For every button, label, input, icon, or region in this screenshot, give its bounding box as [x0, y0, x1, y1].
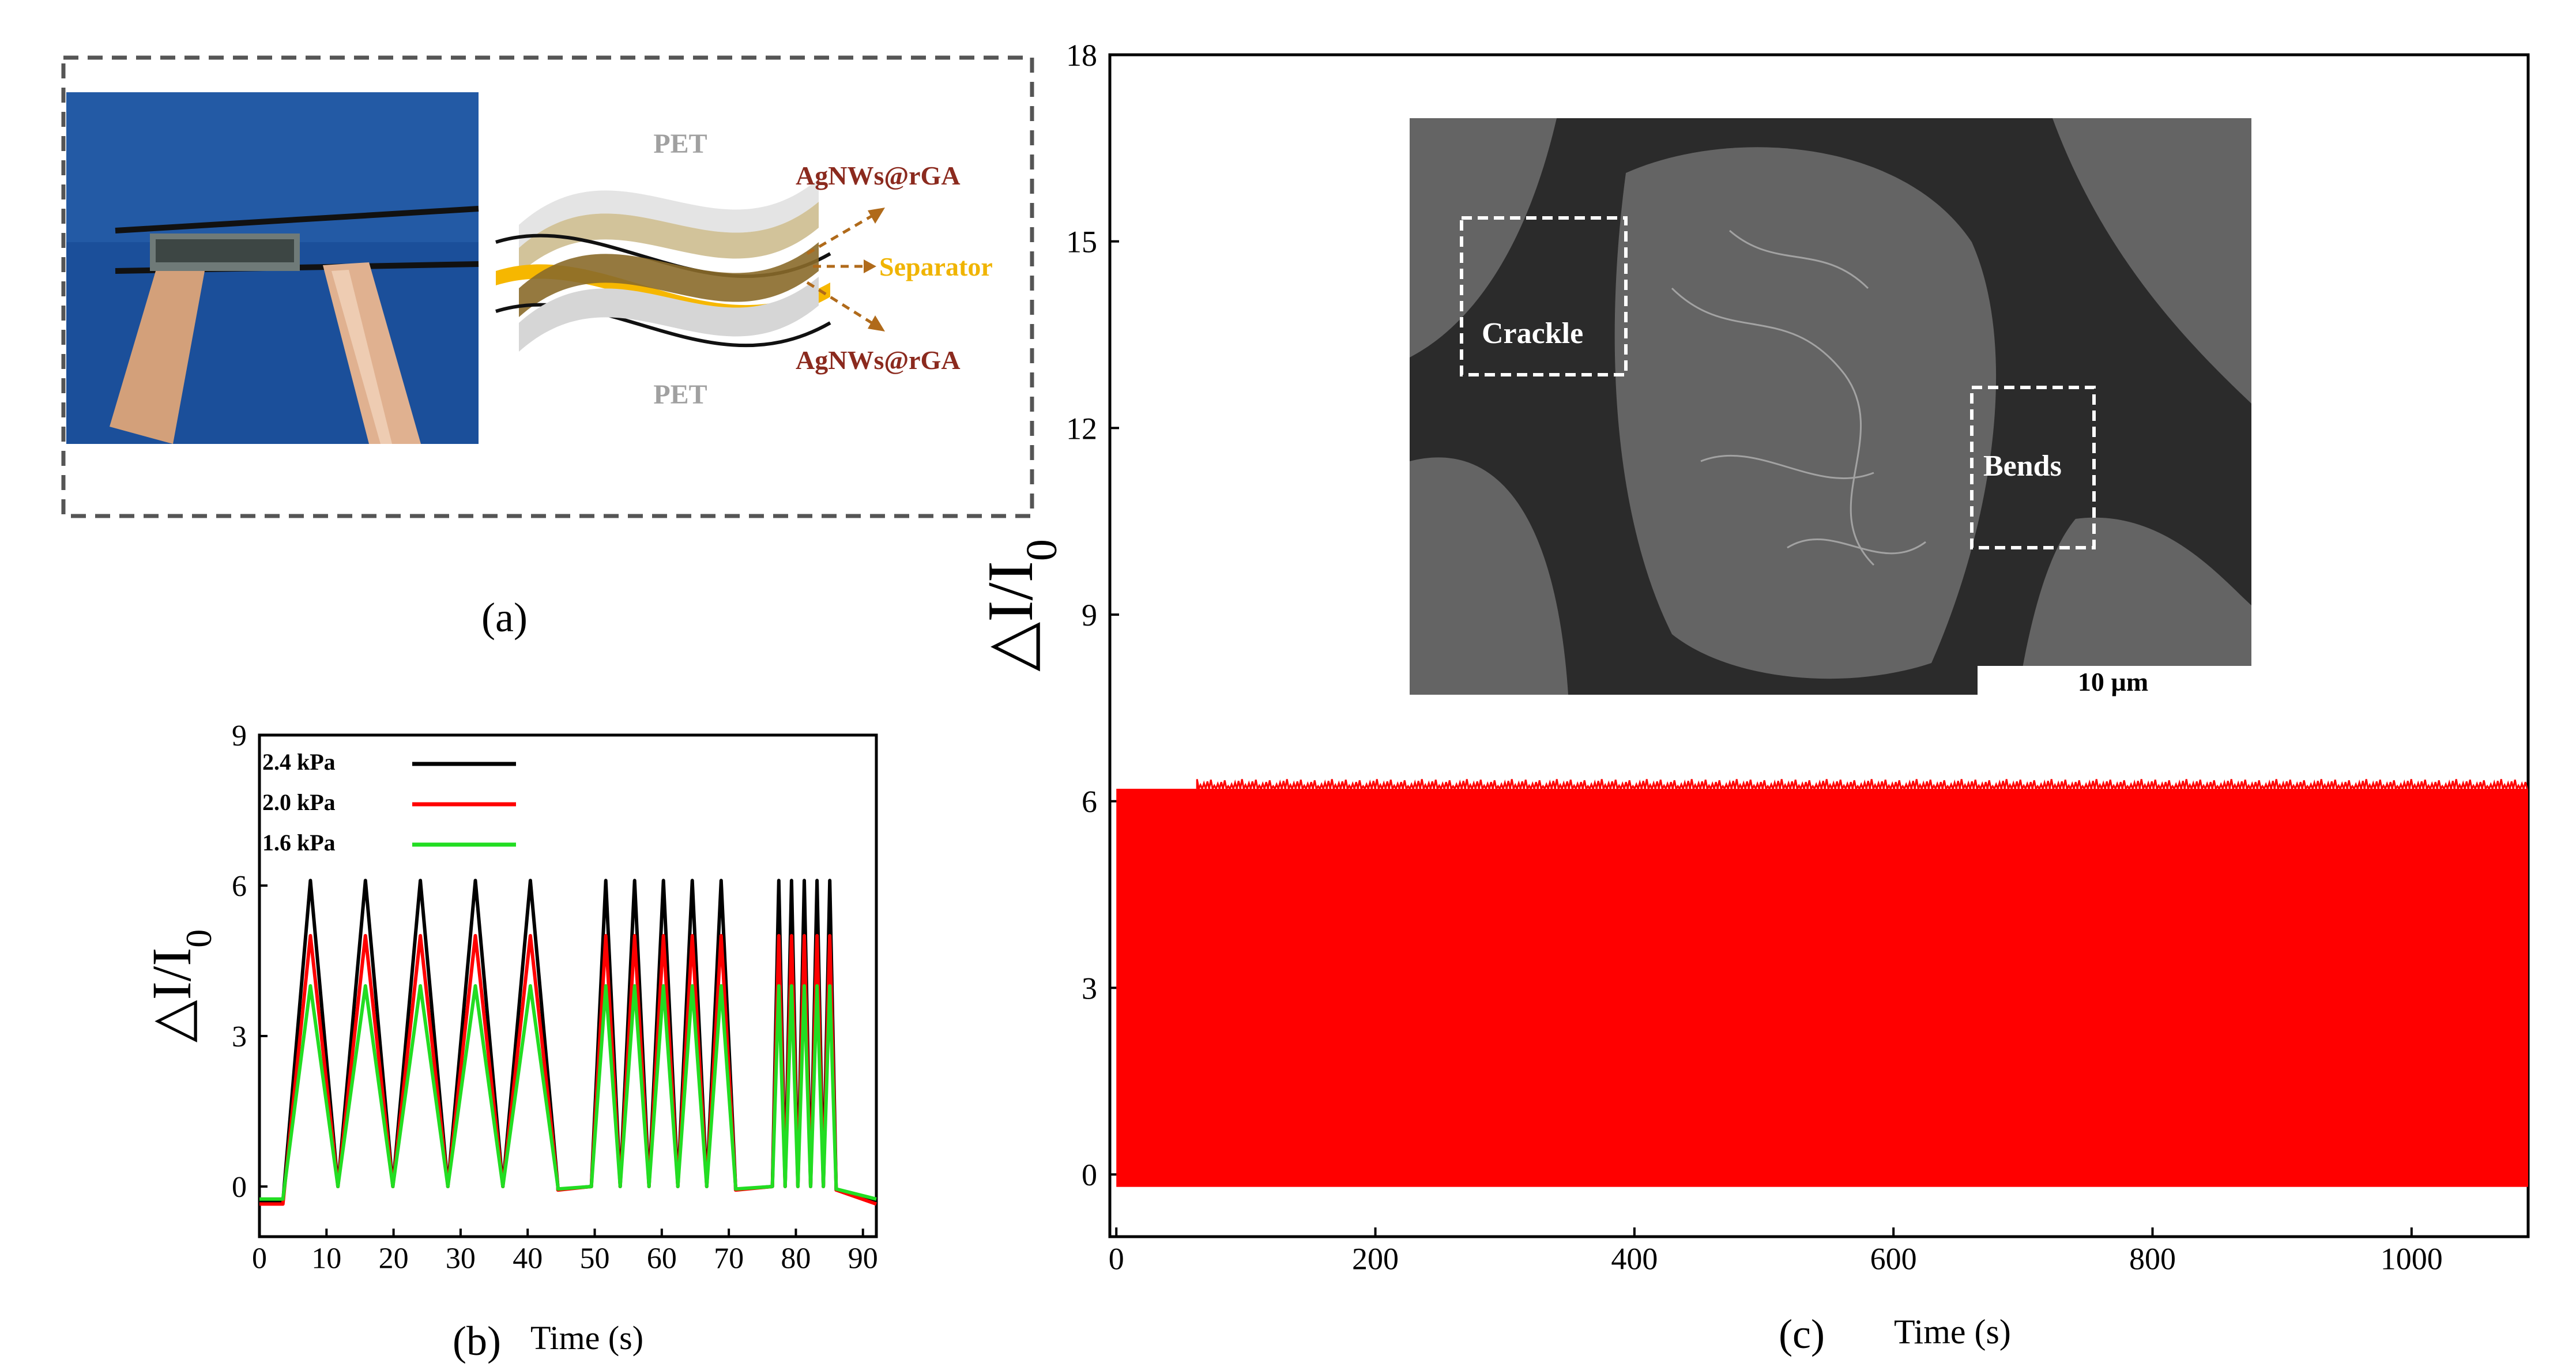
y-tick-label: 6 — [232, 870, 247, 903]
y-tick-label: 3 — [1082, 971, 1097, 1005]
arrow-heads — [864, 208, 885, 332]
crackle-label: Crackle — [1482, 317, 1583, 350]
series-line-1-6-kPa — [259, 984, 877, 1201]
layer-electrode-bottom — [519, 242, 819, 317]
chart-c-frame — [1108, 53, 2530, 1238]
tweezer-upper — [115, 206, 479, 233]
x-tick-label: 60 — [647, 1242, 677, 1275]
sem-inset: Crackle Bends 10 µm — [1410, 118, 2251, 696]
x-tick-label: 1000 — [2381, 1242, 2443, 1276]
label-pet-top: PET — [653, 129, 707, 159]
legend-label-2-4kpa: 2.4 kPa — [262, 749, 336, 775]
x-tick-label: 0 — [252, 1242, 267, 1275]
series-band-cyclic-response — [1116, 789, 2528, 1187]
panel-a-label: (a) — [481, 594, 528, 641]
chart-b-ylabel: △I/I0 — [141, 929, 219, 1042]
layer-pet-bottom — [519, 277, 819, 352]
x-tick-label: 70 — [714, 1242, 744, 1275]
chart-b-xlabel: Time (s) — [530, 1319, 643, 1357]
panel-c-chart: 0 200 400 600 800 1000 0 3 6 9 12 15 18 Crackle Bend… — [975, 38, 2530, 1357]
label-electrode-bottom: AgNWs@rGA — [796, 345, 961, 375]
chart-b-frame — [258, 733, 878, 1238]
x-tick-label: 600 — [1870, 1242, 1917, 1276]
label-electrode-top: AgNWs@rGA — [796, 161, 961, 190]
x-tick-label: 400 — [1611, 1242, 1658, 1276]
y-tick-label: 18 — [1066, 38, 1097, 73]
panel-b-label: (b) — [453, 1318, 501, 1364]
legend-label-2-0kpa: 2.0 kPa — [262, 789, 336, 815]
legend-label-1-6kpa: 1.6 kPa — [262, 830, 336, 856]
x-tick-label: 10 — [311, 1242, 341, 1275]
bends-box — [1970, 386, 2096, 549]
x-tick-label: 0 — [1109, 1242, 1124, 1276]
label-pet-bottom: PET — [653, 379, 707, 410]
chart-c-ticks: 0 200 400 600 800 1000 0 3 6 9 12 15 18 — [1066, 38, 2443, 1276]
panel-c-label: (c) — [1779, 1311, 1825, 1357]
layer-schematic: PET PET AgNWs@rGA Separator AgNWs@rGA — [495, 129, 993, 410]
scale-bar-label: 10 µm — [2078, 667, 2148, 696]
chart-b-ticks: 0 10 20 30 40 50 60 70 80 90 0 3 6 9 — [232, 720, 878, 1275]
panel-b-chart: 0 10 20 30 40 50 60 70 80 90 0 3 6 9 2.4 kPa 2.0 kPa … — [141, 720, 878, 1364]
y-tick-label: 6 — [1082, 785, 1097, 819]
x-tick-label: 40 — [513, 1242, 543, 1275]
chart-b-legend: 2.4 kPa 2.0 kPa 1.6 kPa — [262, 749, 516, 856]
panel-a-frame — [61, 55, 1034, 518]
label-separator: Separator — [879, 252, 993, 281]
x-tick-label: 30 — [446, 1242, 476, 1275]
bends-label: Bends — [1983, 450, 2062, 483]
x-tick-label: 80 — [781, 1242, 811, 1275]
crackle-box — [1460, 216, 1628, 376]
x-tick-label: 800 — [2129, 1242, 2176, 1276]
label-arrows — [806, 212, 878, 327]
x-tick-label: 20 — [379, 1242, 409, 1275]
y-tick-label: 12 — [1066, 411, 1097, 446]
x-tick-label: 200 — [1352, 1242, 1399, 1276]
chart-c-series — [1116, 779, 2528, 1187]
chart-b-series — [259, 879, 877, 1206]
x-tick-label: 90 — [848, 1242, 878, 1275]
y-tick-label: 15 — [1066, 225, 1097, 259]
series-peaks-cyclic-response — [1196, 779, 2528, 792]
y-tick-label: 0 — [232, 1171, 247, 1204]
chart-c-xlabel: Time (s) — [1894, 1313, 2011, 1351]
layer-electrode-top — [519, 202, 819, 274]
y-tick-label: 0 — [1082, 1158, 1097, 1192]
y-tick-label: 9 — [232, 720, 247, 752]
layer-pet-top — [519, 179, 819, 248]
y-tick-label: 3 — [232, 1020, 247, 1053]
chart-c-ylabel: △I/I0 — [975, 539, 1066, 672]
device-photo — [66, 92, 479, 444]
panel-a: PET PET AgNWs@rGA Separator AgNWs@rGA (a… — [61, 55, 1034, 641]
y-tick-label: 9 — [1082, 598, 1097, 632]
copper-lead-left — [110, 271, 205, 444]
scale-bar-background — [1978, 666, 2251, 695]
x-tick-label: 50 — [580, 1242, 610, 1275]
